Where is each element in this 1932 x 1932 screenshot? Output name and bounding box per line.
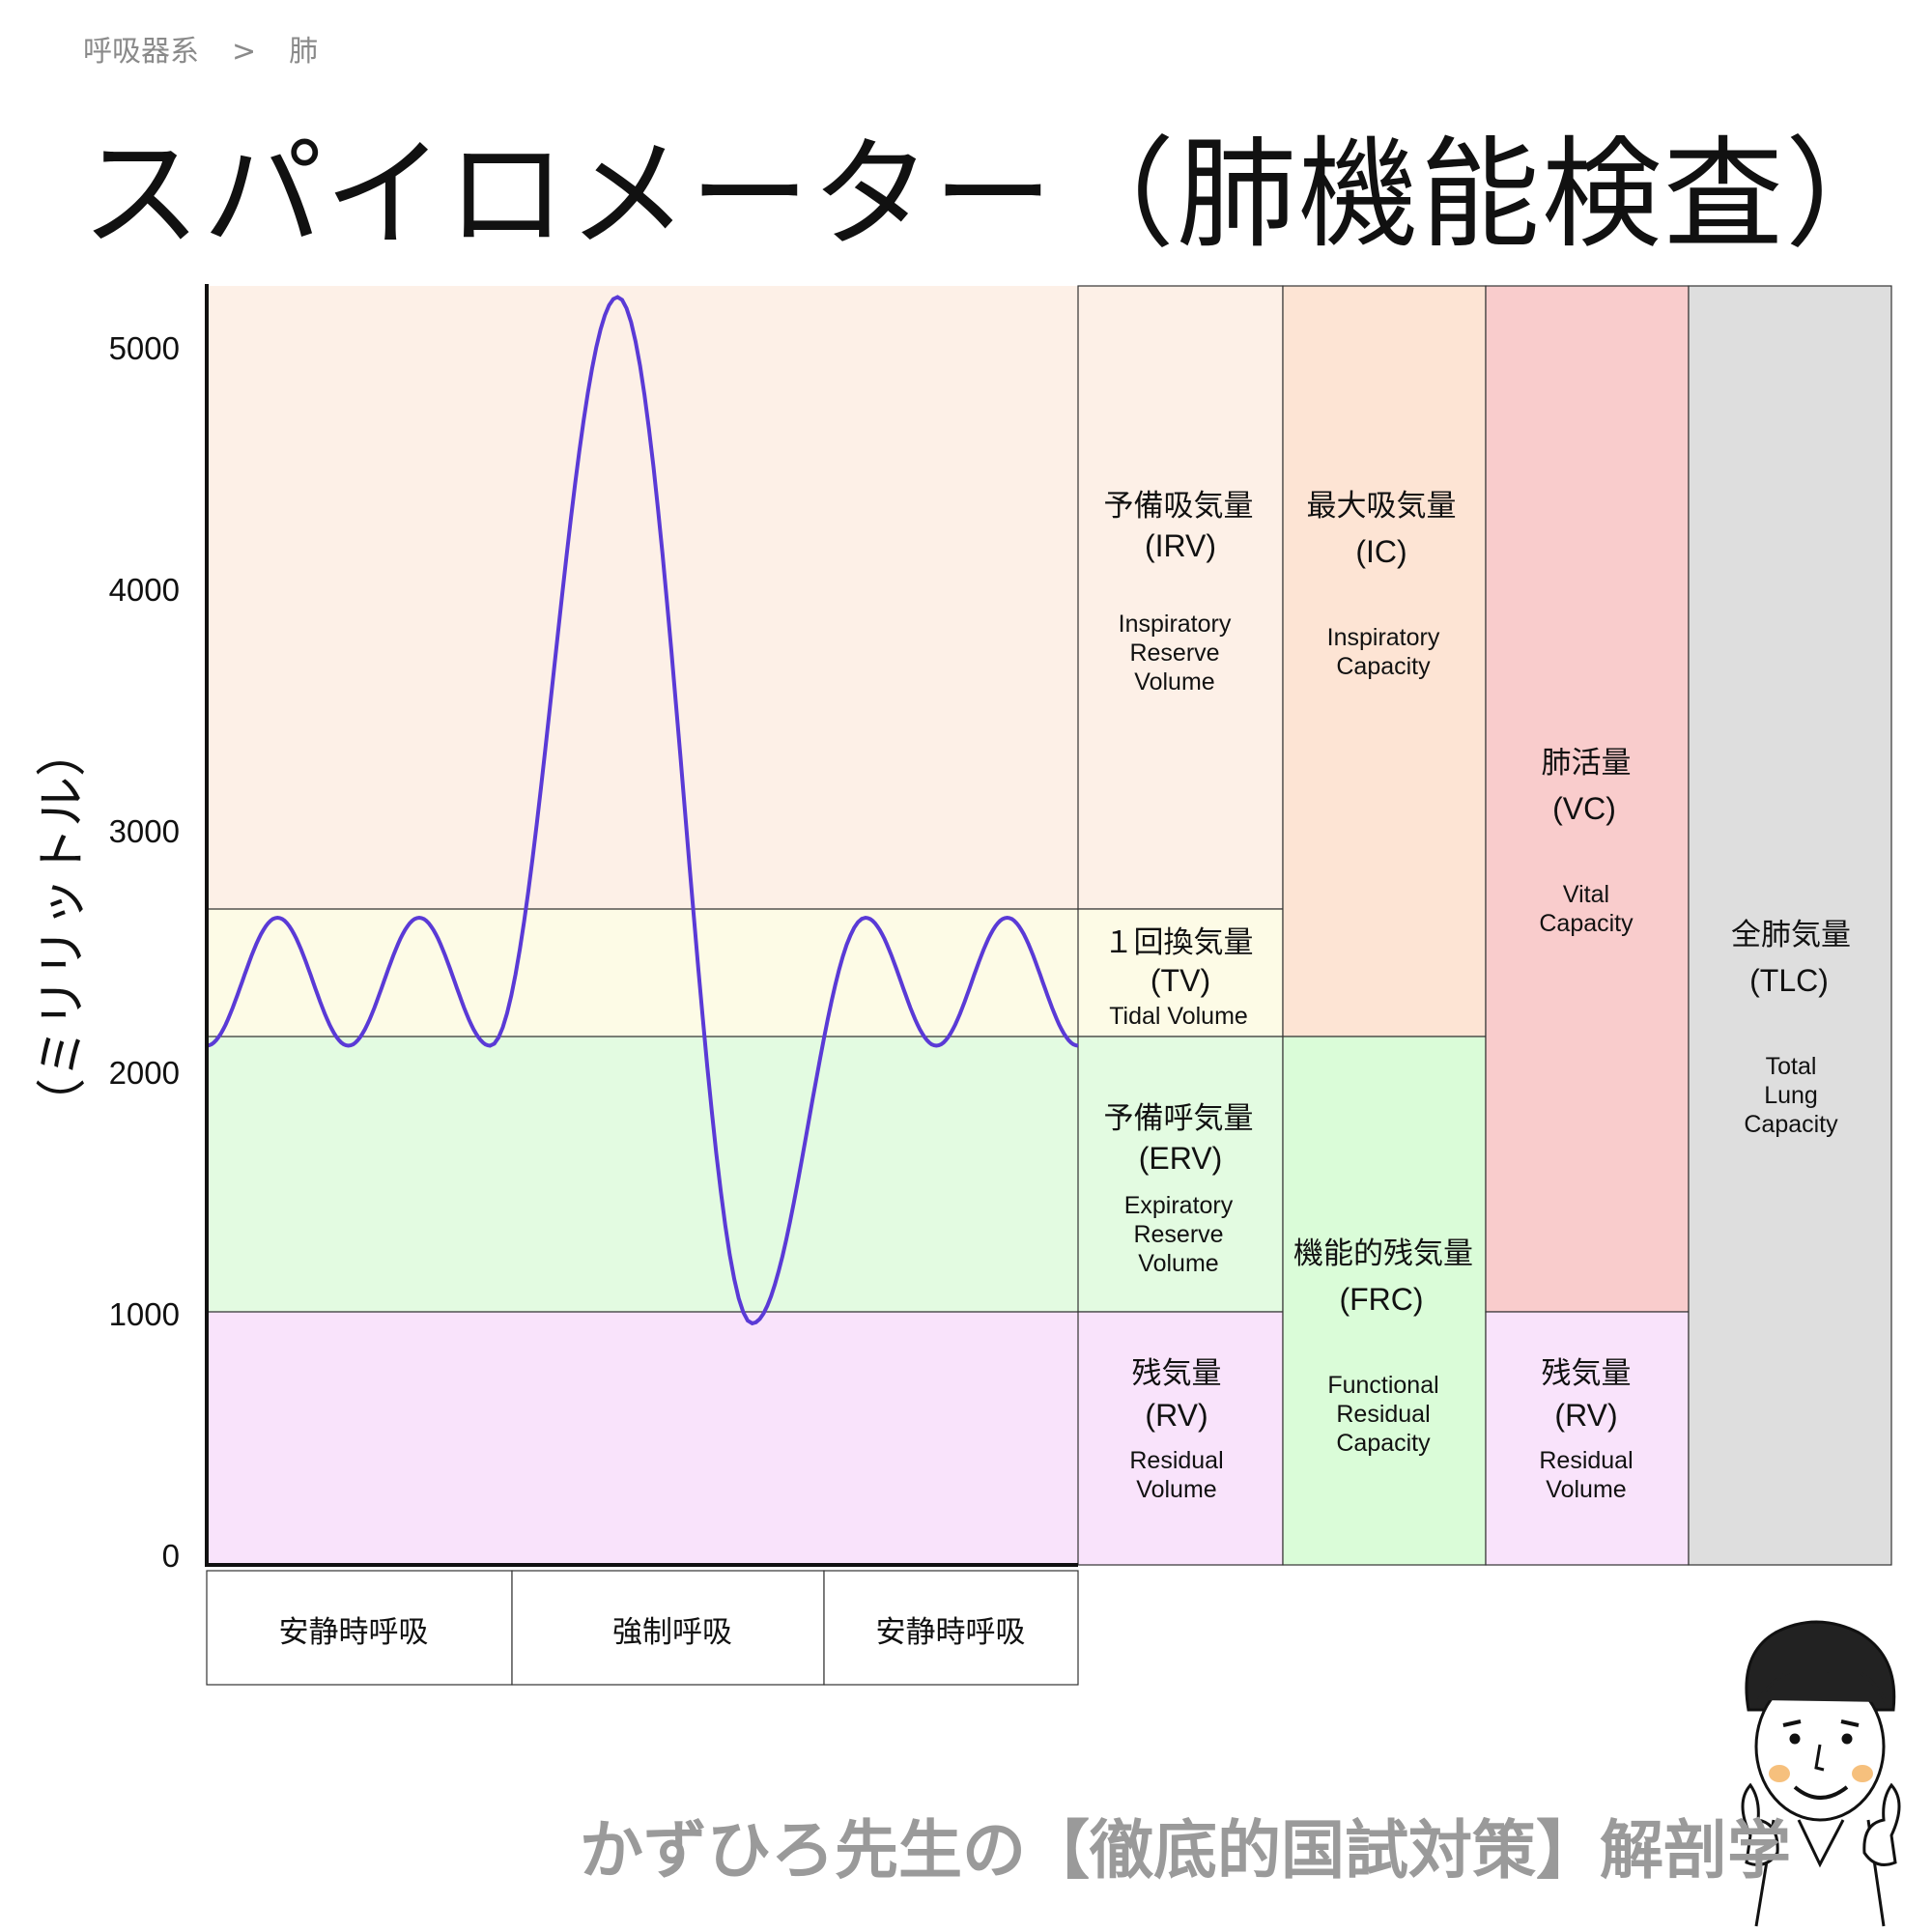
tlc-label-en-3: Capacity (1744, 1111, 1838, 1138)
vc-label-en-2: Capacity (1539, 910, 1634, 937)
rv-label-jp: 残気量 (1132, 1356, 1222, 1391)
irv-label-en-1: Inspiratory (1119, 611, 1232, 638)
vc-label-en-1: Vital (1563, 881, 1609, 908)
vc-label-abbr: (VC) (1552, 791, 1616, 826)
spirometry-curve (206, 295, 1079, 1326)
phase-label-forced: 強制呼吸 (612, 1615, 732, 1650)
rv2-label-en-1: Residual (1539, 1447, 1633, 1474)
tlc-label-en-2: Lung (1764, 1082, 1818, 1109)
frc-label-en-3: Capacity (1336, 1430, 1431, 1457)
irv-label-jp: 予備吸気量 (1104, 489, 1254, 524)
erv-label-abbr: (ERV) (1139, 1141, 1223, 1176)
ic-cell (1282, 285, 1487, 1037)
tlc-label-jp: 全肺気量 (1731, 918, 1851, 952)
breadcrumb-separator: > (232, 35, 257, 69)
ic-label-jp: 最大吸気量 (1307, 489, 1457, 524)
irv-cell (1077, 285, 1284, 910)
irv-label-abbr: (IRV) (1145, 528, 1216, 563)
y-tick-2000: 2000 (109, 1055, 180, 1091)
frc-label-jp: 機能的残気量 (1293, 1236, 1473, 1271)
frc-label-abbr: (FRC) (1339, 1282, 1423, 1317)
vc-label-jp: 肺活量 (1542, 746, 1632, 781)
ic-label-en-1: Inspiratory (1327, 624, 1440, 651)
y-tick-5000: 5000 (109, 330, 180, 366)
tv-band (207, 909, 1078, 1037)
frc-label-en-2: Residual (1336, 1401, 1430, 1428)
y-tick-3000: 3000 (109, 813, 180, 849)
erv-band (207, 1037, 1078, 1312)
y-tick-4000: 4000 (109, 572, 180, 608)
erv-cell (1077, 1036, 1284, 1313)
footer-branding: かずひろ先生の【徹底的国試対策】解剖学 (580, 1813, 1791, 1888)
breadcrumb-parent-link[interactable]: 呼吸器系 (83, 35, 199, 69)
rv-cell (1077, 1311, 1284, 1566)
breadcrumb-current: 肺 (289, 35, 319, 69)
tv-label-abbr: (TV) (1151, 963, 1210, 998)
tlc-label-en-1: Total (1766, 1053, 1817, 1080)
tv-label-en: Tidal Volume (1109, 1003, 1248, 1030)
ic-label-abbr: (IC) (1355, 534, 1406, 569)
frc-label-en-1: Functional (1327, 1372, 1438, 1399)
frc-cell (1282, 1036, 1487, 1566)
breadcrumb: 呼吸器系 > 肺 (83, 27, 318, 70)
doctor-mascot-illustration (1741, 1620, 1901, 1927)
y-axis-label: （ミリリットル） (34, 726, 92, 1128)
erv-label-en-1: Expiratory (1124, 1192, 1234, 1219)
phase-box-2 (511, 1570, 825, 1686)
phase-box-3 (823, 1570, 1079, 1686)
phase-label-rest-1: 安静時呼吸 (279, 1615, 429, 1650)
rv-label-en-1: Residual (1129, 1447, 1223, 1474)
tv-cell (1077, 908, 1284, 1037)
erv-label-jp: 予備呼気量 (1104, 1101, 1254, 1136)
rv2-label-en-2: Volume (1546, 1476, 1626, 1503)
y-tick-0: 0 (162, 1538, 180, 1574)
irv-label-en-2: Reserve (1129, 639, 1219, 667)
page-title: スパイロメーター（肺機能検査） (81, 126, 1908, 265)
rv-label-abbr: (RV) (1145, 1398, 1208, 1433)
rv2-label-jp: 残気量 (1542, 1356, 1632, 1391)
ic-label-en-2: Capacity (1336, 653, 1431, 680)
rv-band (207, 1312, 1078, 1565)
phase-label-rest-2: 安静時呼吸 (876, 1615, 1026, 1650)
erv-label-en-3: Volume (1138, 1250, 1218, 1277)
rv2-label-abbr: (RV) (1554, 1398, 1617, 1433)
tlc-label-abbr: (TLC) (1749, 963, 1829, 998)
tlc-cell (1688, 285, 1892, 1566)
irv-label-en-3: Volume (1134, 668, 1214, 696)
tv-label-jp: １回換気量 (1104, 925, 1254, 960)
y-tick-1000: 1000 (109, 1296, 180, 1332)
rv2-cell (1485, 1311, 1690, 1566)
erv-label-en-2: Reserve (1133, 1221, 1223, 1248)
rv-label-en-2: Volume (1136, 1476, 1216, 1503)
